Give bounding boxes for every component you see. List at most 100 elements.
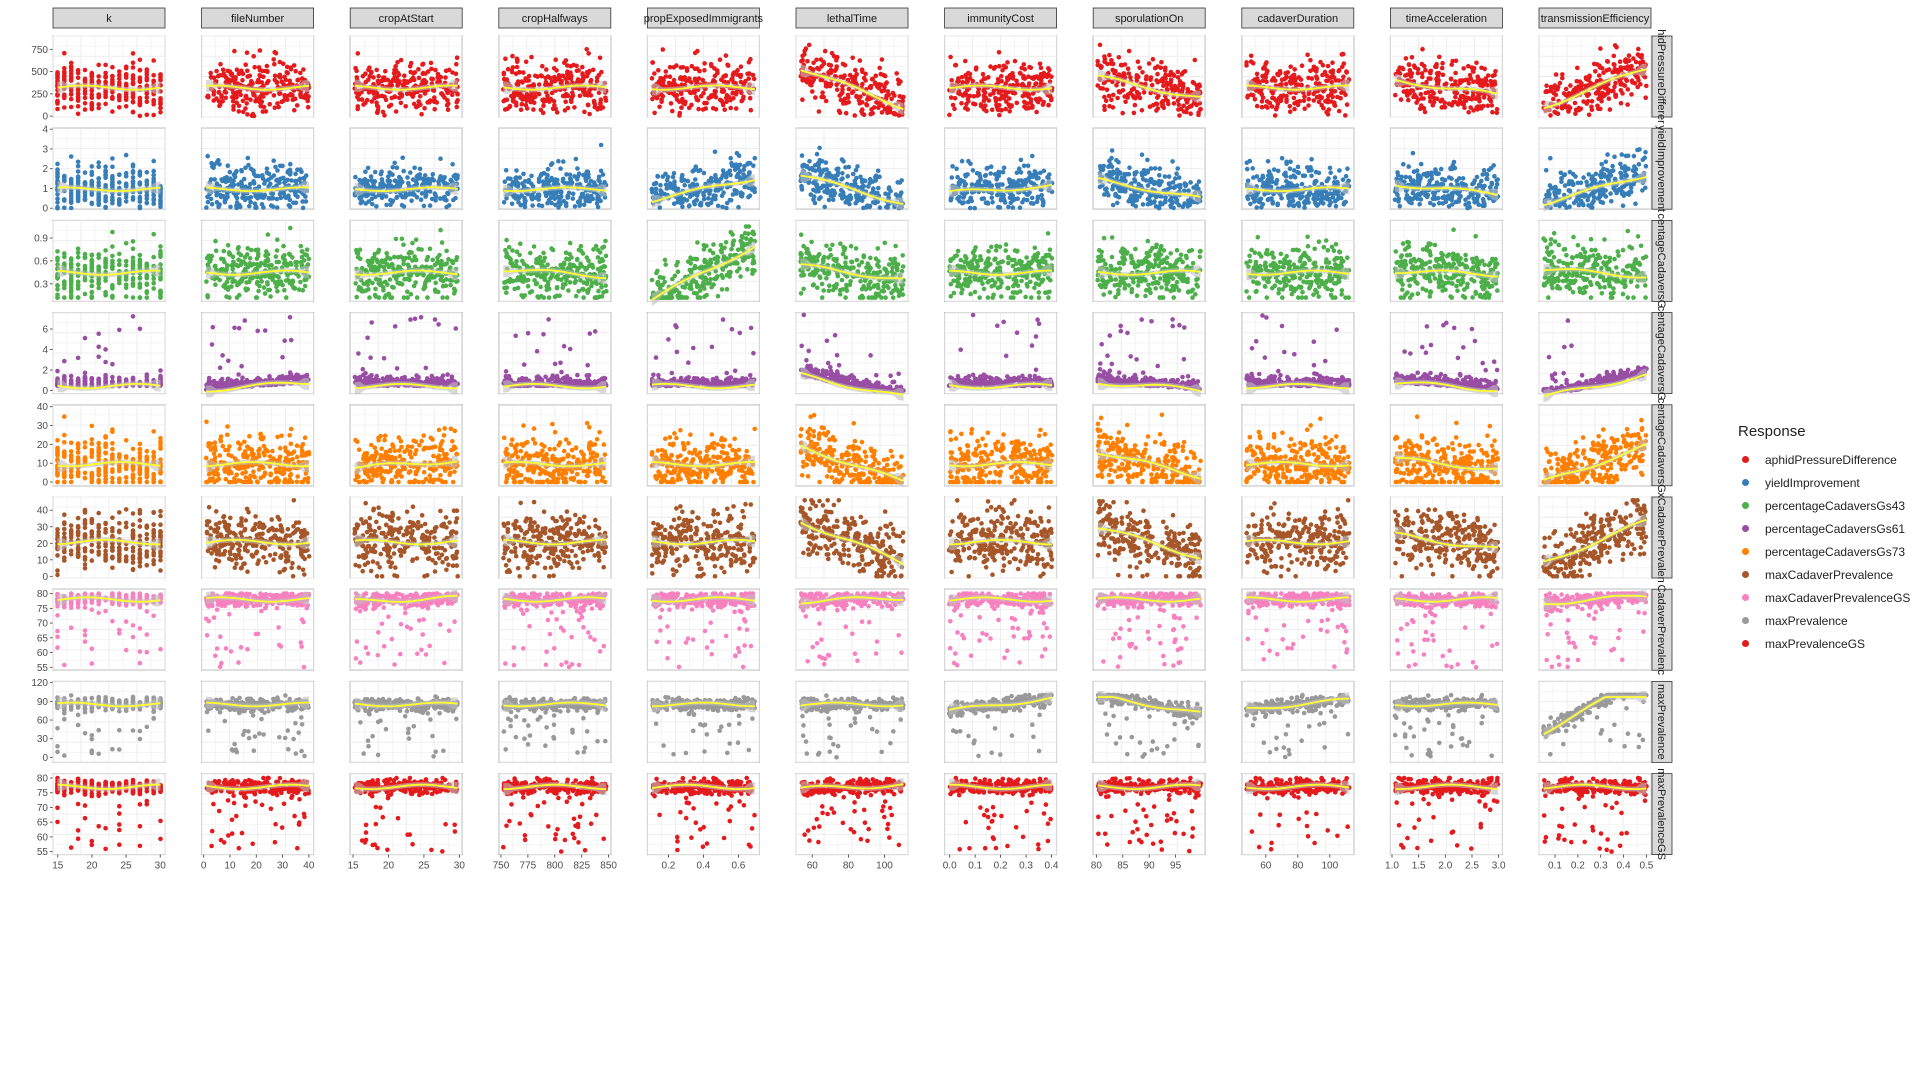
data-point	[708, 200, 714, 206]
data-point	[271, 93, 277, 98]
data-point	[151, 168, 156, 174]
data-point	[422, 91, 428, 96]
data-point	[389, 82, 395, 88]
data-point	[123, 75, 129, 80]
data-point	[110, 94, 115, 100]
data-point	[408, 170, 413, 175]
data-point	[666, 80, 672, 86]
data-point	[947, 112, 952, 118]
data-point	[1308, 57, 1313, 63]
data-point	[1192, 57, 1198, 63]
data-point	[1446, 101, 1452, 107]
data-point	[1175, 85, 1180, 91]
data-point	[245, 112, 250, 117]
data-point	[1171, 101, 1177, 106]
data-point	[1485, 103, 1491, 109]
data-point	[816, 67, 822, 72]
data-point	[1635, 84, 1640, 90]
data-point	[652, 110, 657, 116]
data-point	[689, 102, 694, 108]
data-point	[1167, 72, 1172, 78]
data-point	[563, 58, 569, 63]
data-point	[378, 171, 384, 177]
data-point	[724, 92, 730, 98]
data-point	[1010, 205, 1016, 210]
data-point	[103, 194, 108, 199]
data-point	[1183, 97, 1189, 103]
data-point	[232, 48, 237, 54]
data-point	[588, 77, 594, 83]
data-point	[800, 78, 805, 83]
column-strip-label: immunityCost	[967, 13, 1034, 25]
data-point	[1319, 102, 1324, 108]
data-point	[1457, 97, 1463, 102]
data-point	[1260, 78, 1266, 83]
data-point	[670, 174, 676, 180]
data-point	[1328, 99, 1334, 104]
data-point	[961, 200, 966, 205]
data-point	[397, 95, 402, 101]
data-point	[1041, 200, 1046, 206]
data-point	[130, 170, 136, 176]
data-point	[820, 90, 825, 95]
data-point	[1463, 95, 1468, 101]
data-point	[976, 92, 981, 98]
data-point	[292, 96, 298, 102]
data-point	[449, 92, 455, 98]
data-point	[1305, 52, 1310, 58]
data-point	[1457, 78, 1463, 83]
data-point	[231, 107, 236, 112]
data-point	[454, 61, 459, 67]
data-point	[1333, 78, 1339, 83]
data-point	[427, 180, 433, 186]
data-point	[1102, 107, 1107, 112]
data-point	[450, 162, 455, 167]
data-point	[700, 77, 706, 83]
data-point	[508, 176, 513, 182]
data-point	[117, 172, 122, 177]
data-point	[369, 99, 375, 104]
data-point	[974, 170, 980, 176]
data-point	[540, 179, 546, 184]
data-point	[217, 102, 223, 107]
data-point	[981, 93, 987, 98]
data-point	[1584, 101, 1589, 106]
data-point	[1463, 77, 1469, 83]
data-point	[1544, 83, 1549, 88]
data-point	[68, 68, 74, 74]
data-point	[563, 99, 568, 105]
column-strip-label: timeAcceleration	[1406, 13, 1487, 25]
data-point	[103, 90, 108, 95]
column-strip	[1092, 7, 1206, 29]
data-point	[1110, 61, 1116, 67]
data-point	[1566, 104, 1571, 109]
data-point	[376, 81, 381, 86]
data-point	[1306, 91, 1311, 97]
data-point	[549, 200, 554, 206]
data-point	[455, 98, 461, 103]
data-point	[214, 96, 219, 101]
data-point	[220, 178, 225, 184]
data-point	[151, 158, 156, 164]
data-point	[75, 159, 81, 165]
data-point	[443, 75, 448, 80]
data-point	[1470, 92, 1476, 98]
data-point	[516, 195, 522, 201]
data-point	[1038, 65, 1044, 71]
data-point	[711, 78, 716, 83]
data-point	[852, 113, 858, 118]
data-point	[1250, 60, 1256, 66]
data-point	[1006, 204, 1011, 210]
data-point	[996, 204, 1001, 210]
data-point	[814, 184, 820, 190]
data-point	[445, 107, 451, 112]
data-point	[1125, 66, 1131, 71]
data-point	[1483, 76, 1489, 81]
data-point	[850, 89, 856, 94]
data-point	[959, 101, 964, 106]
data-point	[388, 102, 394, 108]
data-point	[110, 156, 115, 161]
data-point	[272, 105, 278, 110]
data-point	[694, 193, 700, 198]
data-point	[427, 203, 433, 208]
